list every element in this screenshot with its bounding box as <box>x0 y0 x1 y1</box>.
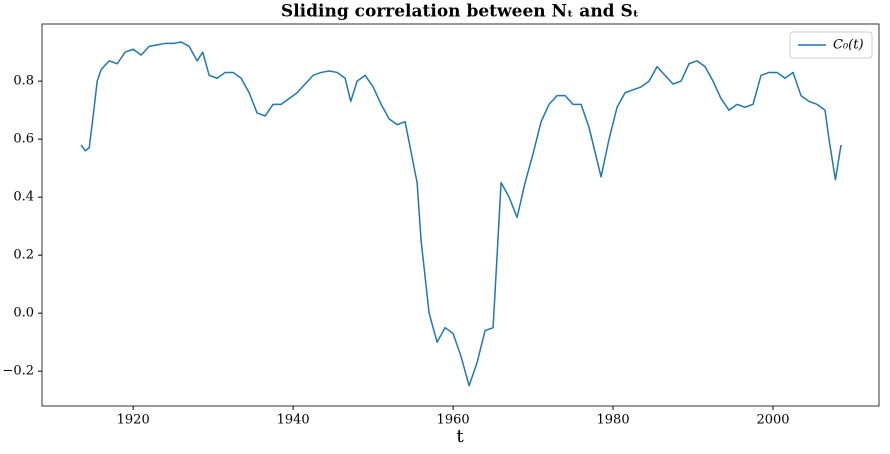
y-tick-label: −0.2 <box>2 364 34 379</box>
x-tick-label: 1920 <box>117 413 150 428</box>
y-tick-label: 0.0 <box>13 306 34 321</box>
plot-frame <box>41 23 880 407</box>
y-tick-label: 0.4 <box>13 190 34 205</box>
chart-title: Sliding correlation between Nₜ and Sₜ <box>281 2 639 22</box>
x-tick-label: 1940 <box>277 413 310 428</box>
x-tick-label: 1980 <box>597 413 630 428</box>
y-tick-label: 0.6 <box>13 132 34 147</box>
x-tick-label: 1960 <box>437 413 470 428</box>
x-tick-label: 2000 <box>756 413 789 428</box>
y-tick-label: 0.8 <box>13 74 34 89</box>
y-tick-label: 0.2 <box>13 248 34 263</box>
legend-box <box>789 31 873 59</box>
line-series <box>80 41 842 387</box>
x-axis-label: t <box>456 426 464 447</box>
legend-label: C₀(t) <box>833 38 864 53</box>
